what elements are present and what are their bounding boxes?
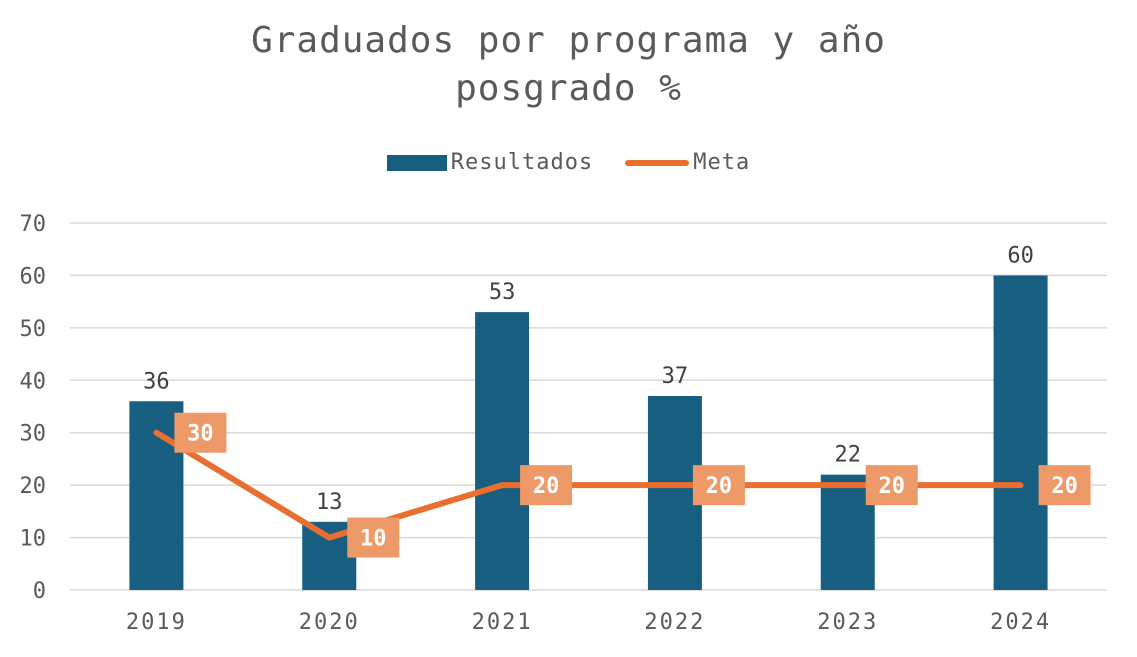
chart-legend: Resultados Meta: [0, 150, 1137, 175]
bar-data-label: 13: [316, 490, 343, 515]
bar-data-label: 22: [835, 443, 862, 468]
legend-label-resultados: Resultados: [450, 150, 594, 175]
meta-label-box: [520, 465, 573, 506]
x-tick-label: 2020: [299, 610, 360, 635]
meta-label-box: [1038, 465, 1091, 506]
meta-data-label: 20: [706, 474, 733, 499]
meta-label-box: [865, 465, 918, 506]
x-tick-label: 2022: [644, 610, 705, 635]
meta-data-label: 30: [187, 422, 214, 447]
x-tick-label: 2021: [472, 610, 533, 635]
meta-data-label: 10: [360, 527, 387, 552]
meta-label-box: [174, 412, 227, 453]
y-tick-label: 70: [20, 212, 47, 237]
bar-data-label: 36: [143, 369, 170, 394]
y-tick-label: 10: [20, 527, 47, 552]
meta-label-box: [692, 465, 745, 506]
meta-data-label: 20: [1051, 474, 1078, 499]
x-tick-label: 2019: [126, 610, 187, 635]
x-tick-label: 2023: [817, 610, 878, 635]
bar-data-label: 53: [489, 280, 516, 305]
y-tick-label: 60: [20, 264, 47, 289]
chart-title-line-2: posgrado %: [455, 68, 682, 109]
y-tick-label: 30: [20, 422, 47, 447]
meta-data-label: 20: [533, 474, 560, 499]
legend-item-meta: Meta: [625, 150, 750, 175]
bar: [475, 312, 530, 590]
y-tick-label: 20: [20, 474, 47, 499]
meta-data-label: 20: [879, 474, 906, 499]
chart-title-line-1: Graduados por programa y año: [251, 20, 886, 61]
x-tick-label: 2024: [990, 610, 1051, 635]
y-tick-label: 0: [33, 579, 46, 604]
y-tick-label: 50: [20, 317, 47, 342]
legend-label-meta: Meta: [693, 150, 751, 175]
legend-swatch-resultados: [386, 154, 447, 171]
y-tick-label: 40: [20, 369, 47, 394]
meta-label-box: [347, 517, 400, 558]
bar-data-label: 60: [1007, 243, 1034, 268]
bar-data-label: 37: [662, 364, 689, 389]
legend-swatch-meta: [625, 159, 690, 166]
bar: [993, 275, 1048, 590]
legend-item-resultados: Resultados: [386, 150, 594, 175]
